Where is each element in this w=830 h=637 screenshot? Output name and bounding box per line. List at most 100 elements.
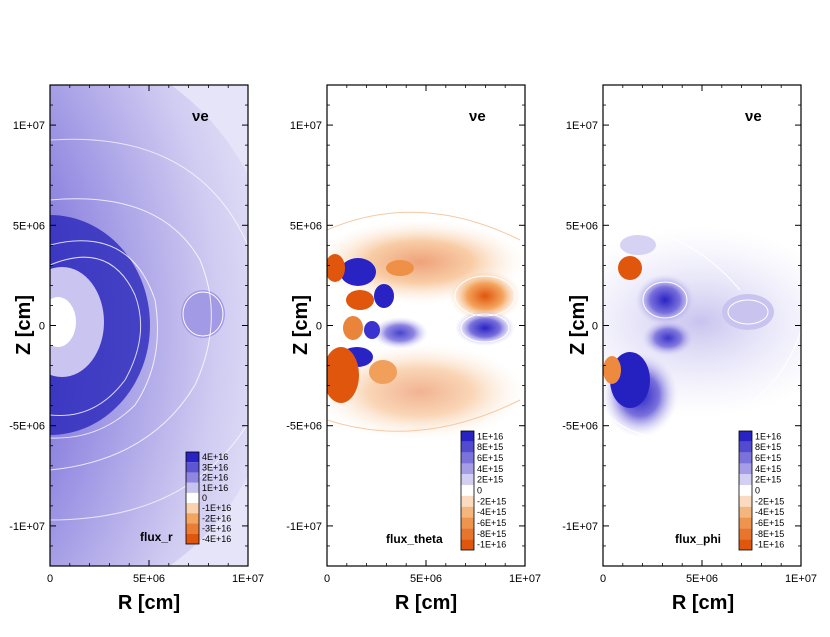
flux-phi-y-ticks: 1E+07 5E+06 0 -5E+06 -1E+07: [562, 84, 801, 567]
flux-theta-species-label: νe: [469, 108, 486, 125]
colorbar-swatch: [739, 517, 752, 529]
colorbar-swatch: [739, 495, 752, 507]
flux-phi-ylabel: Z [cm]: [567, 295, 589, 355]
x-tick-label: 1E+07: [232, 573, 264, 585]
x-tick-label: 5E+06: [410, 573, 442, 585]
flux-theta-ylabel: Z [cm]: [290, 295, 312, 355]
colorbar-label: 8E+15: [755, 442, 781, 452]
colorbar-label: 2E+16: [202, 473, 228, 483]
flux-phi-colorbar: 1E+168E+156E+154E+152E+150-2E+15-4E+15-6…: [738, 430, 784, 551]
colorbar-frame: [738, 430, 753, 551]
colorbar-swatch: [739, 506, 752, 518]
colorbar-label: -1E+16: [477, 540, 506, 550]
flux-phi-species-label: νe: [745, 108, 762, 125]
flux-theta-field: [327, 85, 525, 566]
colorbar-swatch: [461, 495, 474, 507]
y-tick-label: 1E+07: [13, 120, 45, 132]
y-tick-label: -5E+06: [9, 421, 45, 433]
colorbar-label: -6E+15: [755, 518, 784, 528]
y-tick-label: 0: [39, 321, 45, 333]
colorbar-frame: [185, 451, 200, 545]
colorbar-label: 4E+15: [755, 464, 781, 474]
colorbar-label: 4E+15: [477, 464, 503, 474]
colorbar-swatch: [461, 441, 474, 453]
flux-theta-x-ticks: 0 5E+06 1E+07: [324, 85, 541, 585]
colorbar-swatch: [739, 452, 752, 464]
flux-theta-y-ticks: 1E+07 5E+06 0 -5E+06 -1E+07: [286, 84, 525, 567]
colorbar-label: -2E+16: [202, 513, 231, 523]
y-tick-label: 1E+07: [566, 120, 598, 132]
colorbar-swatch: [461, 463, 474, 475]
colorbar-label: -6E+15: [477, 518, 506, 528]
y-tick-label: -1E+07: [562, 521, 598, 533]
colorbar-frame: [460, 430, 475, 551]
colorbar-label: -3E+16: [202, 524, 231, 534]
colorbar-label: 4E+16: [202, 452, 228, 462]
x-tick-label: 1E+07: [785, 573, 817, 585]
colorbar-label: -2E+15: [477, 496, 506, 506]
flux-phi-x-ticks: 0 5E+06 1E+07: [600, 85, 817, 585]
colorbar-swatch: [739, 539, 752, 550]
colorbar-label: 2E+15: [755, 475, 781, 485]
colorbar-swatch: [461, 452, 474, 464]
colorbar-label: -8E+15: [477, 529, 506, 539]
y-tick-label: -1E+07: [9, 521, 45, 533]
flux-r-xlabel: R [cm]: [118, 592, 180, 614]
colorbar-label: 2E+15: [477, 475, 503, 485]
y-tick-label: 5E+06: [13, 220, 45, 232]
colorbar-swatch: [186, 513, 199, 524]
colorbar-swatch: [739, 463, 752, 475]
y-tick-label: -5E+06: [286, 421, 322, 433]
x-tick-label: 5E+06: [686, 573, 718, 585]
colorbar-swatch: [739, 474, 752, 486]
colorbar-label: 1E+16: [202, 483, 228, 493]
colorbar-swatch: [461, 528, 474, 540]
colorbar-label: -4E+15: [477, 507, 506, 517]
y-tick-label: 0: [592, 321, 598, 333]
flux-phi-panel-name: flux_phi: [675, 532, 721, 546]
y-tick-label: 0: [316, 321, 322, 333]
colorbar-swatch: [739, 485, 752, 496]
colorbar-label: -2E+15: [755, 496, 784, 506]
colorbar-swatch: [186, 452, 199, 463]
flux-phi-xlabel: R [cm]: [672, 592, 734, 614]
flux-r-species-label: νe: [192, 108, 209, 125]
colorbar-label: 0: [755, 486, 760, 496]
x-tick-label: 0: [600, 573, 606, 585]
colorbar-swatch: [186, 462, 199, 473]
colorbar-swatch: [461, 474, 474, 486]
colorbar-swatch: [461, 506, 474, 518]
flux-r-field: [50, 85, 248, 566]
x-tick-label: 0: [47, 573, 53, 585]
colorbar-label: 1E+16: [755, 431, 781, 441]
y-tick-label: 5E+06: [290, 220, 322, 232]
colorbar-swatch: [186, 472, 199, 483]
flux-r-ylabel: Z [cm]: [13, 295, 35, 355]
colorbar-label: 6E+15: [755, 453, 781, 463]
colorbar-label: 0: [477, 486, 482, 496]
x-tick-label: 5E+06: [133, 573, 165, 585]
colorbar-label: 0: [202, 493, 207, 503]
colorbar-label: -1E+16: [202, 503, 231, 513]
colorbar-swatch: [186, 482, 199, 493]
colorbar-label: 6E+15: [477, 453, 503, 463]
colorbar-label: -4E+15: [755, 507, 784, 517]
colorbar-label: 3E+16: [202, 462, 228, 472]
colorbar-swatch: [186, 533, 199, 544]
panel-flux-phi: νe flux_phi 1E+168E+156E+154E+152E+150-2…: [562, 84, 817, 614]
colorbar-swatch: [186, 523, 199, 534]
colorbar-swatch: [461, 431, 474, 442]
panel-flux-theta: νe flux_theta 1E+168E+156E+154E+152E+150…: [286, 84, 541, 614]
colorbar-swatch: [461, 539, 474, 550]
flux-theta-colorbar: 1E+168E+156E+154E+152E+150-2E+15-4E+15-6…: [460, 430, 506, 551]
y-tick-label: 1E+07: [290, 120, 322, 132]
colorbar-swatch: [461, 517, 474, 529]
colorbar-label: 1E+16: [477, 431, 503, 441]
y-tick-label: 5E+06: [566, 220, 598, 232]
colorbar-swatch: [186, 492, 199, 504]
flux-theta-xlabel: R [cm]: [395, 592, 457, 614]
x-tick-label: 0: [324, 573, 330, 585]
colorbar-swatch: [739, 441, 752, 453]
colorbar-label: -8E+15: [755, 529, 784, 539]
